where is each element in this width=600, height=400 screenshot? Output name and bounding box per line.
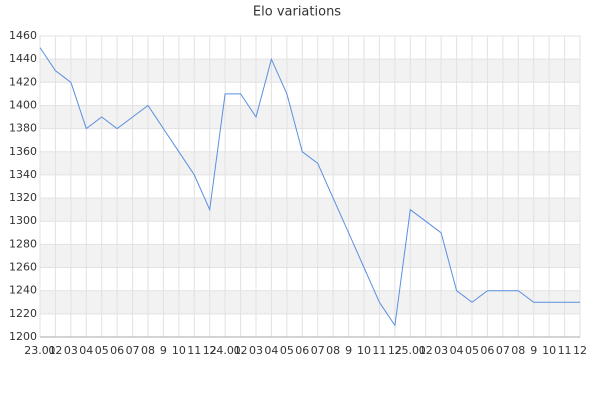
- y-tick-label: 1300: [9, 214, 37, 227]
- y-tick-label: 1360: [9, 145, 37, 158]
- x-tick-label: 02: [419, 344, 433, 357]
- x-tick-label: 10: [542, 344, 556, 357]
- y-tick-label: 1200: [9, 330, 37, 343]
- x-tick-label: 10: [172, 344, 186, 357]
- x-tick-label: 02: [48, 344, 62, 357]
- x-tick-label: 25.01: [395, 344, 427, 357]
- y-tick-label: 1320: [9, 191, 37, 204]
- x-tick-label: 11: [187, 344, 201, 357]
- y-tick-label: 1240: [9, 284, 37, 297]
- line: [39, 47, 580, 327]
- x-tick-label: 12: [203, 344, 217, 357]
- x-tick-label: 08: [511, 344, 525, 357]
- y-tick-label: 1340: [9, 168, 37, 181]
- x-tick-label: 03: [249, 344, 263, 357]
- y-tick-label: 1420: [9, 75, 37, 88]
- x-tick-label: 06: [110, 344, 124, 357]
- x-tick-label: 02: [234, 344, 248, 357]
- y-tick-label: 1400: [9, 98, 37, 111]
- grid-band: [40, 59, 580, 83]
- x-tick-label: 05: [465, 344, 479, 357]
- y-tick-label: 1380: [9, 122, 37, 135]
- x-tick-label: 11: [558, 344, 572, 357]
- grid-band: [40, 151, 580, 175]
- x-tick-label: 07: [126, 344, 140, 357]
- x-tick-label: 08: [326, 344, 340, 357]
- x-tick-label: 24.01: [209, 344, 241, 357]
- x-tick-label: 9: [530, 344, 537, 357]
- x-tick-label: 03: [64, 344, 78, 357]
- y-tick-label: 1220: [9, 307, 37, 320]
- x-tick-label: 06: [295, 344, 309, 357]
- x-tick-label: 06: [480, 344, 494, 357]
- x-tick-label: 04: [450, 344, 464, 357]
- y-tick-label: 1280: [9, 237, 37, 250]
- grid-band: [40, 290, 580, 314]
- x-tick-label: 10: [357, 344, 371, 357]
- x-tick-label: 9: [345, 344, 352, 357]
- y-tick-label: 1460: [9, 29, 37, 42]
- x-tick-label: 11: [372, 344, 386, 357]
- grid-band: [40, 105, 580, 129]
- x-tick-label: 08: [141, 344, 155, 357]
- x-tick-label: 05: [95, 344, 109, 357]
- x-tick-label: 07: [311, 344, 325, 357]
- grid-band: [40, 244, 580, 268]
- x-tick-label: 12: [388, 344, 402, 357]
- x-tick-label: 07: [496, 344, 510, 357]
- x-tick-label: 04: [79, 344, 93, 357]
- x-tick-label: 03: [434, 344, 448, 357]
- x-tick-label: 9: [160, 344, 167, 357]
- x-tick-label: 12: [573, 344, 587, 357]
- y-tick-label: 1440: [9, 52, 37, 65]
- x-tick-label: 04: [264, 344, 278, 357]
- y-tick-label: 1260: [9, 261, 37, 274]
- x-tick-label: 23.01: [24, 344, 56, 357]
- x-tick-label: 05: [280, 344, 294, 357]
- chart-title: Elo variations: [253, 5, 341, 20]
- grid-band: [40, 198, 580, 222]
